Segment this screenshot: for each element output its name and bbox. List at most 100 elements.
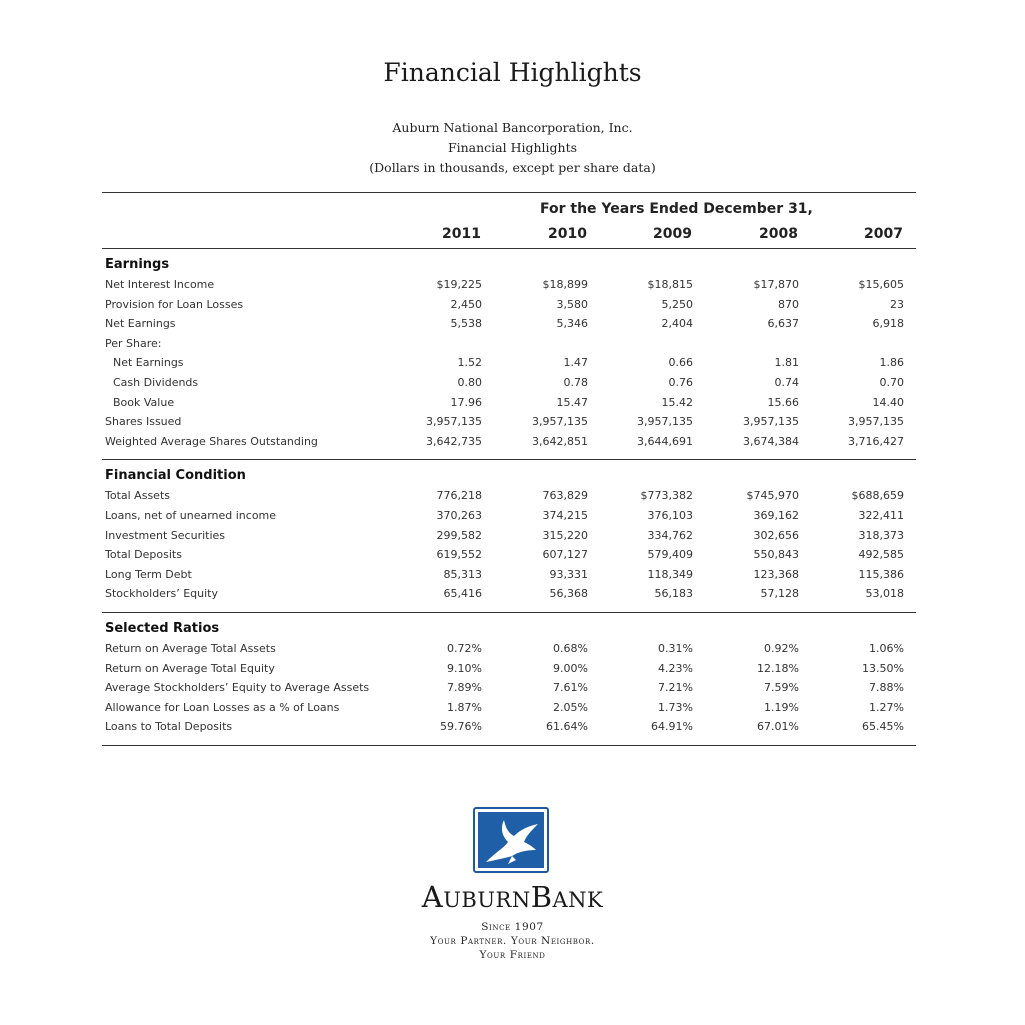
table-section: Selected Ratios Return on Average Total A… [102,613,916,745]
row-value: 1.06% [869,641,904,655]
row-value: 1.81 [774,356,800,370]
row-value: 65.45% [862,720,904,734]
row-value: 14.40 [872,395,905,409]
row-value: $18,899 [542,278,589,291]
row-value: 3,580 [556,297,589,311]
row-value: 5,346 [556,317,589,331]
table-row: Investment Securities 299,582 315,220 334,7… [102,526,916,546]
table-row: Total Deposits 619,552 607,127 579,409 550,8… [102,545,916,565]
row-value: 3,644,691 [637,434,693,448]
table-row: Provision for Loan Losses 2,450 3,580 5,250… [102,295,916,315]
year-header: 2008 [759,226,798,242]
year-header: 2009 [653,226,692,242]
row-label: Weighted Average Shares Outstanding [105,434,318,448]
row-value: 65,416 [443,587,483,601]
table-top-rule [102,192,916,193]
eagle-logo-icon [478,812,544,868]
section-title: Earnings [105,257,170,272]
tagline-friend: Your Friend [479,949,546,961]
row-value: 7.89% [447,681,482,695]
section-rule [102,459,916,461]
row-value: 3,957,135 [532,415,588,429]
section-rule [102,611,916,613]
row-value: 53,018 [865,587,905,601]
row-value: 85,313 [443,567,483,581]
row-value: 13.50% [862,661,904,675]
row-value: 0.66 [668,356,694,370]
row-label: Allowance for Loan Losses as a % of Loan… [105,700,340,714]
table-row: Total Assets 776,218 763,829 $773,382 $745,9… [102,486,916,506]
tagline-since: Since 1907 [481,921,544,933]
row-label: Average Stockholders’ Equity to Average … [105,681,370,695]
row-value: $17,870 [753,278,800,291]
row-value: 0.76 [668,375,694,389]
table-row: Average Stockholders’ Equity to Average … [102,678,916,698]
row-value: 118,349 [647,567,694,581]
row-value: 1.47 [563,356,589,370]
row-value: 3,642,851 [532,434,588,448]
row-value: $19,225 [436,278,483,291]
row-value: 9.00% [553,661,588,675]
row-value: 56,368 [549,587,589,601]
row-value: 23 [890,297,904,311]
row-value: 579,409 [647,548,694,562]
row-value: 0.92% [764,641,799,655]
row-value: 15.66 [767,395,800,409]
row-value: $745,970 [746,489,800,503]
row-value: $18,815 [647,278,694,291]
row-value: 64.91% [651,720,693,734]
row-label: Stockholders’ Equity [105,587,218,601]
row-value: 59.76% [440,720,482,734]
row-value: 0.74 [774,375,800,389]
row-value: 374,215 [542,508,589,522]
section-title: Financial Condition [105,468,246,484]
row-value: 7.88% [869,681,904,695]
row-value: 2,404 [661,317,694,331]
row-value: 1.52 [457,356,483,370]
row-value: 7.59% [764,681,799,695]
row-value: 7.21% [658,681,693,695]
financial-table: For the Years Ended December 31, 2011 20… [102,192,916,746]
section-rule [102,248,916,249]
row-label: Total Deposits [105,548,182,562]
row-value: 2,450 [450,297,483,311]
table-row: Shares Issued 3,957,135 3,957,135 3,957,135… [102,412,916,432]
row-value: 550,843 [753,548,800,562]
report-subheader: Auburn National Bancorporation, Inc. Fin… [0,118,1025,178]
table-bottom-rule [102,744,916,746]
auburnbank-logo [473,807,549,873]
table-section: Earnings Net Interest Income $19,225 $18,89… [102,249,916,459]
row-value: 6,918 [872,317,905,331]
brand-name: AUBURNBANK [421,880,604,914]
row-value: 5,250 [661,297,694,311]
table-row: Loans to Total Deposits 59.76% 61.64% 64.91… [102,717,916,737]
row-value: 0.80 [457,375,483,389]
row-value: 3,957,135 [743,415,799,429]
section-title: Selected Ratios [105,620,220,636]
row-value: 15.42 [661,395,694,409]
row-value: 61.64% [546,720,588,734]
row-value: 6,637 [767,317,800,331]
table-row: Stockholders’ Equity 65,416 56,368 56,183 57… [102,584,916,604]
row-value: 0.70 [879,375,905,389]
row-value: 776,218 [436,489,483,503]
row-value: 302,656 [753,528,800,542]
row-value: 9.10% [447,661,482,675]
row-value: 1.73% [658,700,693,714]
row-label: Investment Securities [105,528,226,542]
row-value: 619,552 [436,548,483,562]
row-value: 1.86 [879,356,905,370]
row-value: $773,382 [640,489,694,503]
row-value: 763,829 [542,489,589,503]
row-value: 5,538 [450,317,483,331]
row-value: 0.78 [563,375,589,389]
row-value: 370,263 [436,508,483,522]
units-note: (Dollars in thousands, except per share … [369,160,656,175]
row-value: 299,582 [436,528,483,542]
row-value: 4.23% [658,661,693,675]
row-value: 1.27% [869,700,904,714]
row-value: 376,103 [647,508,694,522]
row-value: 7.61% [553,681,588,695]
row-label: Long Term Debt [105,567,192,581]
row-value: 3,957,135 [426,415,482,429]
